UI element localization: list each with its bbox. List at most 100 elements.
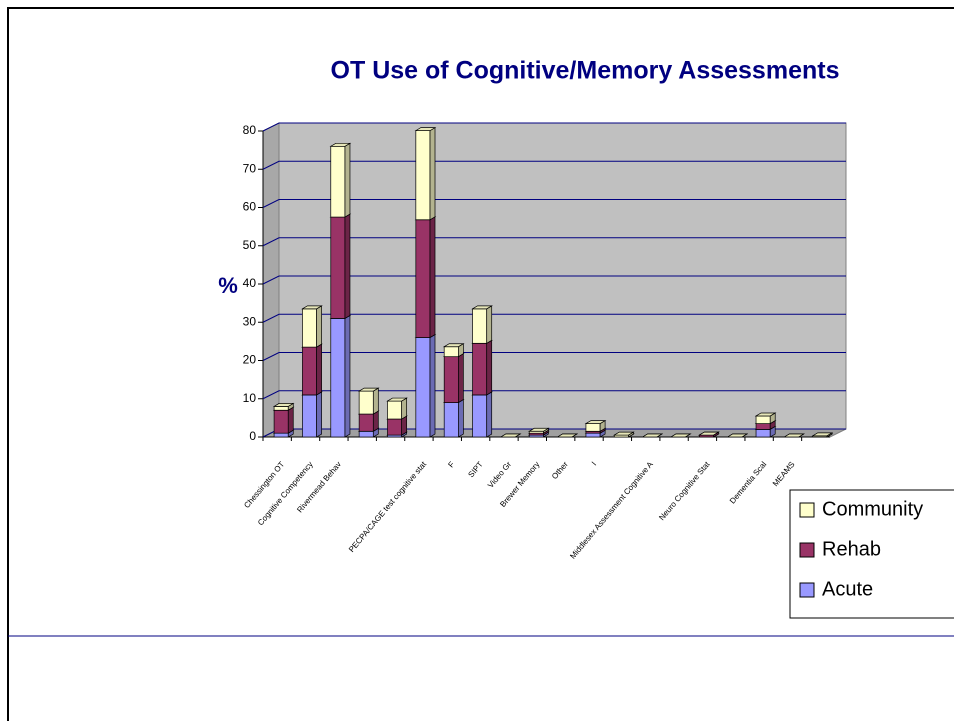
bar-side	[429, 126, 436, 221]
bar-segment	[386, 415, 408, 436]
bar-segment	[442, 353, 465, 404]
bar-side	[429, 333, 436, 438]
bar-segment	[329, 213, 352, 320]
bar-front	[273, 406, 289, 411]
bar-top	[641, 433, 664, 438]
bar-front	[472, 308, 488, 344]
bar-top	[527, 427, 550, 432]
bar-segment	[329, 142, 352, 218]
bar-top	[329, 142, 352, 147]
bar-front	[387, 400, 403, 420]
bar-segment	[613, 431, 635, 438]
bar-front	[273, 432, 289, 438]
y-tick-label: 30	[243, 314, 257, 328]
bar-front	[443, 346, 459, 358]
bar-front	[330, 145, 346, 218]
bar-front	[415, 219, 431, 338]
chart-title: OT Use of Cognitive/Memory Assessments	[331, 57, 840, 85]
bar-front	[755, 423, 771, 430]
bar-segment	[442, 398, 465, 438]
bar-segment	[471, 339, 493, 396]
bar-front	[443, 402, 459, 438]
bar-top	[556, 433, 579, 438]
bar-segment	[471, 305, 493, 344]
bar-front	[330, 216, 346, 319]
bar-front	[415, 337, 431, 438]
bar-front	[358, 430, 374, 438]
grid-line	[262, 352, 846, 361]
bar-top	[414, 127, 437, 131]
bar-top	[669, 433, 692, 438]
bar-segment	[556, 433, 579, 438]
legend-label: Acute	[822, 578, 873, 600]
bar-top	[357, 387, 380, 392]
y-tick-label: 50	[243, 238, 257, 252]
legend-box	[789, 489, 954, 619]
bar-front	[755, 415, 771, 424]
bar-front	[358, 413, 374, 432]
bar-front	[472, 394, 488, 438]
y-tick-label: 20	[243, 353, 257, 367]
bar-segment	[811, 432, 834, 438]
bar-segment	[414, 126, 437, 221]
bar-top	[698, 431, 720, 436]
bar-front	[585, 432, 601, 438]
bar-top	[272, 403, 295, 407]
bar-segment	[754, 412, 777, 425]
bar-segment	[471, 391, 493, 438]
bar-side	[316, 391, 322, 438]
bar-segment	[726, 433, 749, 438]
bar-front	[387, 418, 403, 436]
legend-swatch	[799, 582, 815, 598]
bar-segment	[414, 333, 437, 438]
legend-swatch	[799, 542, 815, 558]
bar-top	[471, 305, 493, 310]
bar-top	[726, 433, 749, 438]
legend-label: Community	[822, 498, 923, 520]
grid-line	[262, 122, 846, 132]
bar-side	[486, 391, 493, 438]
grid-line	[262, 199, 846, 208]
bar-front	[472, 342, 488, 396]
x-tick-label: F	[446, 460, 456, 470]
bar-side	[372, 387, 379, 415]
bar-side	[486, 305, 493, 344]
bar-top	[386, 397, 408, 402]
bar-segment	[272, 402, 295, 411]
bar-side	[372, 410, 379, 432]
bar-segment	[272, 406, 295, 434]
bar-front	[443, 356, 459, 403]
bar-side	[316, 343, 322, 396]
bar-top	[783, 433, 805, 438]
bar-front	[302, 346, 317, 396]
legend-label: Rehab	[822, 538, 881, 560]
bar-side	[401, 397, 408, 420]
bar-side	[316, 305, 322, 348]
bar-front	[755, 429, 771, 438]
bar-side	[344, 314, 351, 438]
bar-segment	[499, 433, 522, 438]
bar-side	[344, 213, 351, 320]
bar-front	[273, 409, 289, 434]
bar-segment	[301, 343, 323, 396]
bar-top	[442, 343, 465, 348]
bar-top	[301, 305, 323, 310]
bar-top	[613, 431, 635, 436]
grid-line	[262, 390, 846, 400]
y-tick-label: 0	[249, 429, 256, 443]
bar-top	[499, 433, 522, 438]
bar-segment	[301, 391, 323, 438]
grid-line	[262, 313, 846, 323]
bar-segment	[669, 433, 692, 438]
y-tick-label: 80	[243, 123, 257, 137]
bar-side	[344, 142, 351, 218]
bar-front	[302, 394, 317, 438]
y-tick-label: 10	[243, 391, 257, 405]
grid-line	[262, 160, 846, 170]
bar-segment	[783, 433, 805, 438]
bar-segment	[527, 427, 550, 434]
bar-segment	[301, 305, 323, 348]
bar-top	[584, 420, 607, 424]
x-tick-label: I	[590, 460, 598, 467]
